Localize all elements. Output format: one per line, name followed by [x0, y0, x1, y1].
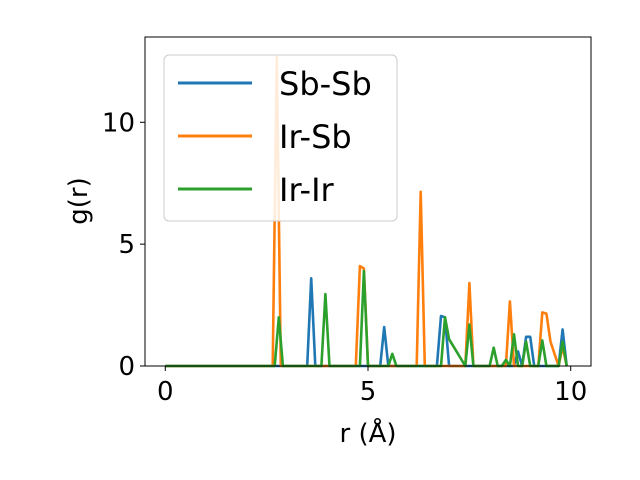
x-tick-label: 5 — [360, 377, 377, 407]
x-tick-label: 10 — [554, 377, 587, 407]
legend: Sb-Sb Ir-Sb Ir-Ir — [163, 54, 398, 222]
legend-box — [163, 54, 398, 222]
y-tick-label: 10 — [102, 108, 135, 138]
legend-label-ir-sb: Ir-Sb — [279, 118, 352, 156]
x-tick-label: 0 — [157, 377, 174, 407]
x-axis-label: r (Å) — [339, 417, 396, 449]
y-tick-label: 0 — [118, 352, 135, 382]
ticks: 0 5 10 0 5 10 — [102, 108, 587, 407]
y-axis-label: g(r) — [64, 177, 94, 224]
legend-label-ir-ir: Ir-Ir — [279, 171, 335, 209]
y-tick-label: 5 — [118, 230, 135, 260]
legend-label-sb-sb: Sb-Sb — [279, 65, 372, 103]
